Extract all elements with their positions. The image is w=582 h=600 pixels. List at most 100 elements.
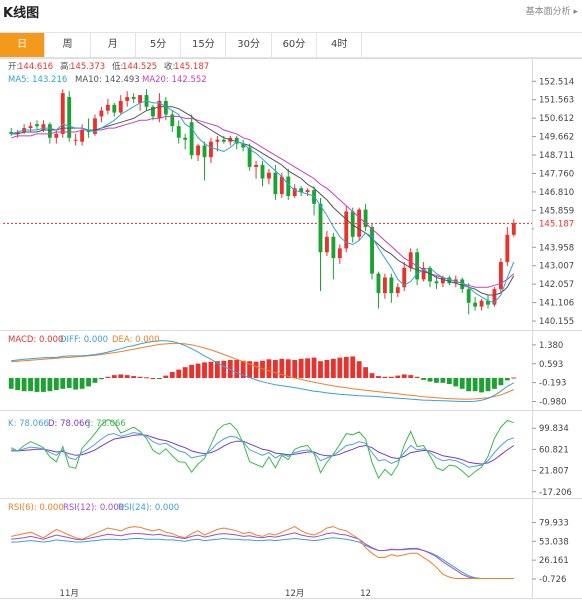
candle-body — [41, 124, 46, 131]
macd-bar — [285, 359, 291, 378]
candle-body — [363, 209, 368, 228]
tab-5[interactable]: 30分 — [226, 33, 272, 57]
candle-body — [234, 137, 239, 144]
candle-body — [105, 104, 110, 111]
candle-body — [305, 190, 310, 193]
macd-bar — [144, 377, 149, 379]
rsi-legend-2: RSI(24): 0.000 — [118, 503, 179, 513]
candle-body — [183, 137, 188, 140]
candle-body — [67, 97, 72, 138]
basics-link[interactable]: 基本面分析 ▸ — [525, 7, 578, 17]
macd-bar — [408, 375, 414, 378]
macd-bar — [221, 360, 227, 378]
macd-bar — [382, 376, 388, 378]
tab-0[interactable]: 日 — [0, 33, 46, 57]
candle-body — [511, 223, 516, 235]
x-axis-label: 12 — [360, 589, 371, 599]
macd-bar — [421, 378, 426, 380]
macd-bar — [111, 375, 117, 378]
macd-bar — [124, 375, 130, 378]
candle-body — [344, 211, 349, 249]
macd-legend-macd: MACD: 0.000 — [8, 335, 63, 345]
macd-bar — [189, 364, 195, 378]
candle-body — [440, 277, 445, 284]
macd-bar — [337, 357, 343, 378]
macd-bar — [137, 376, 143, 378]
macd-bar — [34, 378, 40, 392]
tab-6[interactable]: 60分 — [272, 33, 318, 57]
candle-body — [479, 300, 484, 307]
macd-bar — [459, 378, 465, 389]
tab-2[interactable]: 月 — [91, 33, 136, 57]
macd-bar — [369, 373, 375, 378]
macd-axis-tick-label: 0.593 — [539, 360, 563, 370]
tab-1[interactable]: 周 — [45, 33, 91, 57]
macd-bar — [47, 378, 53, 392]
candle-body — [286, 176, 291, 196]
rsi12-line — [11, 532, 514, 579]
macd-bar — [53, 378, 59, 390]
macd-bar — [79, 378, 85, 389]
candle-body — [196, 145, 201, 156]
macd-bar — [350, 356, 356, 378]
tab-3[interactable]: 5分 — [136, 33, 182, 57]
macd-bar — [395, 375, 401, 378]
candle-body — [54, 133, 59, 138]
macd-axis-tick-label: -0.193 — [539, 379, 566, 389]
candle-body — [395, 287, 400, 294]
macd-bar — [105, 376, 111, 378]
ohlc-legend-value: 145.187 — [174, 62, 209, 72]
candle-body — [138, 95, 143, 103]
macd-bar — [253, 361, 259, 378]
macd-bar — [156, 378, 162, 379]
macd-axis-tick-label: -0.980 — [539, 398, 566, 408]
d-line — [11, 434, 515, 465]
price-axis-tick-label: 143.958 — [539, 243, 574, 253]
tab-7[interactable]: 4时 — [317, 33, 363, 57]
macd-bar — [247, 361, 253, 378]
price-axis-tick-label: 148.711 — [539, 151, 574, 161]
candle-body — [337, 248, 342, 259]
candle-body — [73, 139, 78, 141]
price-axis-tick-label: 142.057 — [539, 280, 574, 290]
macd-bar — [169, 372, 175, 378]
macd-bar — [434, 378, 439, 383]
candle-body — [9, 131, 14, 134]
candle-body — [382, 277, 387, 294]
macd-bar — [504, 378, 510, 381]
ma-legend-ma20: MA20: 142.552 — [142, 75, 207, 85]
period-tabs: 日周月 5分 15分 30分 60分 4时 — [0, 32, 582, 58]
macd-bar — [66, 378, 72, 389]
candle-body — [170, 114, 175, 127]
candle-body — [492, 289, 497, 305]
candle-body — [215, 139, 220, 142]
candle-body — [221, 139, 226, 142]
macd-bar — [28, 378, 33, 392]
macd-bar — [311, 357, 317, 378]
page-title: K线图 — [3, 6, 40, 21]
macd-bar — [266, 359, 272, 378]
macd-legend-diff: DIFF: 0.000 — [60, 335, 108, 345]
candle-body — [312, 190, 316, 204]
j-line — [10, 418, 514, 480]
macd-bar — [292, 360, 298, 378]
tab-4[interactable]: 15分 — [181, 33, 227, 57]
candle-body — [151, 106, 155, 117]
macd-bar — [511, 377, 517, 379]
candle-body — [125, 97, 130, 101]
price-axis-tick-label: 146.810 — [539, 188, 574, 198]
price-axis-tick-label: 145.859 — [539, 206, 574, 216]
macd-bar — [21, 378, 27, 392]
candle-body — [473, 302, 478, 307]
macd-bar — [8, 378, 14, 389]
candle-body — [428, 267, 432, 282]
ohlc-legend-value: 144.616 — [18, 62, 53, 72]
price-axis-tick-label: 141.106 — [539, 299, 574, 309]
candle-body — [498, 261, 503, 290]
diff-line — [11, 340, 515, 402]
candle-body — [350, 211, 355, 237]
macd-bar — [466, 378, 472, 392]
macd-bar — [60, 378, 66, 389]
kdj-axis-tick-label: 60.821 — [539, 445, 569, 455]
macd-bar — [446, 378, 452, 384]
